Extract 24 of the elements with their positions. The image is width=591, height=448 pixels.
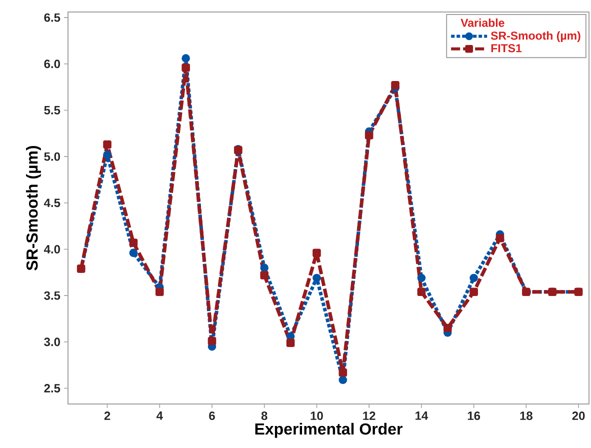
legend-label: SR-Smooth (µm) (490, 31, 580, 42)
y-tick-label: 6.5 (44, 13, 60, 22)
x-axis-title: Experimental Order (255, 422, 402, 438)
y-axis-title: SR-Smooth (µm) (26, 146, 41, 270)
y-tick-label: 6.0 (44, 60, 60, 68)
legend-title: Variable (460, 18, 504, 27)
x-tick-label: 6 (209, 412, 215, 420)
y-tick-label: 5.5 (44, 106, 60, 114)
y-tick-label: 3.0 (44, 338, 60, 346)
y-tick-label: 4.5 (44, 198, 60, 208)
x-tick-label: 10 (310, 412, 323, 420)
legend-label: FITS1 (491, 44, 522, 52)
y-tick-label: 5.0 (44, 152, 60, 161)
y-tick-label: 4.0 (44, 244, 60, 254)
y-tick-label: 2.5 (44, 384, 60, 392)
x-tick-label: 12 (363, 412, 376, 420)
x-tick-label: 18 (520, 412, 532, 420)
x-tick-label: 2 (104, 412, 110, 420)
y-tick-label: 3.5 (44, 291, 60, 300)
x-tick-label: 8 (261, 412, 268, 420)
x-tick-label: 16 (468, 412, 480, 420)
x-tick-label: 4 (156, 412, 163, 420)
x-tick-label: 14 (416, 412, 428, 420)
x-tick-label: 20 (572, 412, 585, 420)
